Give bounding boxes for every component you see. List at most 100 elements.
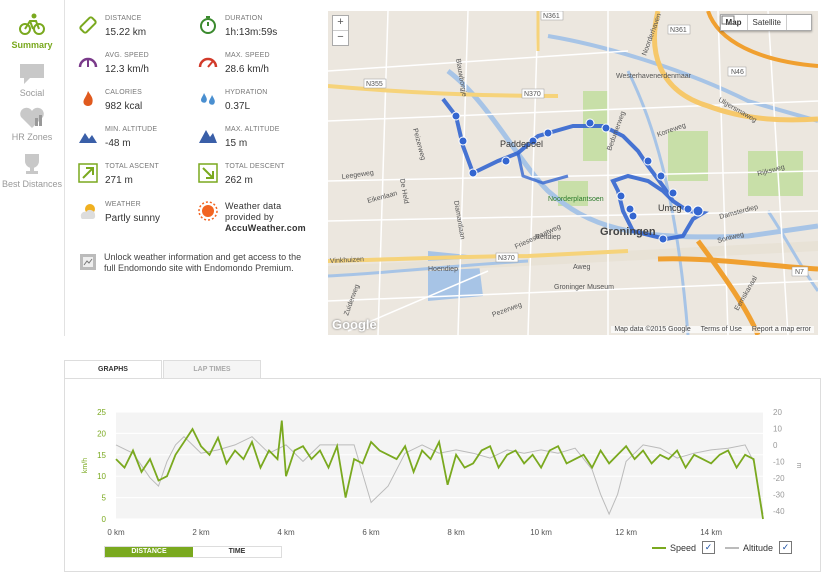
tab-graphs[interactable]: GRAPHS bbox=[64, 360, 162, 379]
water-drops-icon bbox=[201, 93, 215, 105]
y2-tick-label: 0 bbox=[773, 441, 778, 450]
y-tick-label: 25 bbox=[97, 408, 106, 417]
stat-value: 1h:13m:59s bbox=[225, 27, 278, 38]
ruler-icon bbox=[79, 16, 97, 34]
premium-note-text: Unlock weather information and get acces… bbox=[104, 252, 302, 273]
stat-label: WEATHER bbox=[105, 201, 141, 208]
bike-icon bbox=[19, 13, 45, 35]
stat-duration: DURATION 1h:13m:59s bbox=[198, 12, 316, 46]
x-tick-label: 14 km bbox=[700, 528, 722, 537]
x-tick-label: 0 km bbox=[107, 528, 125, 537]
satellite-button[interactable]: Satellite bbox=[748, 15, 787, 30]
map-label: Groningen bbox=[600, 226, 656, 238]
map-label: De Held bbox=[398, 178, 409, 204]
premium-icon bbox=[80, 254, 96, 270]
stat-value: 15.22 km bbox=[105, 27, 147, 38]
nav-item-summary[interactable]: Summary bbox=[0, 12, 64, 50]
zoom-in-button[interactable]: + bbox=[333, 16, 348, 31]
map-label: N46 bbox=[731, 69, 744, 76]
map-label: Hoendiep bbox=[428, 266, 458, 273]
map-label: N370 bbox=[524, 91, 541, 98]
y2-tick-label: -10 bbox=[773, 457, 785, 466]
y2-tick-label: -20 bbox=[773, 474, 785, 483]
y2-tick-label: 20 bbox=[773, 408, 782, 417]
x-tick-label: 4 km bbox=[277, 528, 295, 537]
map-label: N361 bbox=[670, 27, 687, 34]
accuweather-link[interactable]: AccuWeather.com bbox=[225, 223, 306, 233]
y-tick-label: 0 bbox=[102, 515, 107, 524]
speedometer-icon bbox=[78, 57, 98, 68]
stat-total-ascent: TOTAL ASCENT 271 m bbox=[78, 160, 196, 194]
trophy-icon bbox=[25, 154, 39, 174]
stat-label: AVG. SPEED bbox=[105, 52, 149, 59]
y2-tick-label: -40 bbox=[773, 507, 785, 516]
stat-value: -48 m bbox=[105, 138, 131, 149]
stat-distance: DISTANCE 15.22 km bbox=[78, 12, 196, 46]
map-label: N361 bbox=[543, 13, 560, 20]
zoom-out-button[interactable]: − bbox=[337, 31, 344, 43]
terms-link[interactable]: Terms of Use bbox=[700, 326, 742, 333]
weather-provider: Weather data provided by AccuWeather.com bbox=[198, 198, 316, 242]
stat-label: TOTAL DESCENT bbox=[225, 163, 285, 170]
series-speed-line bbox=[115, 420, 764, 520]
map-label: Umcg bbox=[658, 203, 682, 213]
stat-max-altitude: MAX. ALTITUDE 15 m bbox=[198, 123, 316, 157]
map-label: Paddepoel bbox=[500, 139, 543, 149]
arrow-up-right-icon bbox=[78, 163, 98, 183]
left-nav: Summary Social HR Zones Best Distances bbox=[0, 0, 65, 336]
stat-label: MIN. ALTITUDE bbox=[105, 126, 158, 133]
stat-label: MAX. SPEED bbox=[225, 52, 270, 59]
route-map[interactable]: N361 N361 Noorderhaven Westerhavenerdenm… bbox=[328, 11, 818, 335]
accuweather-sun-icon bbox=[198, 201, 218, 221]
stat-value: 28.6 km/h bbox=[225, 64, 269, 75]
stopwatch-icon bbox=[200, 16, 216, 34]
legend-swatch-speed bbox=[651, 546, 666, 549]
x-tick-label: 12 km bbox=[615, 528, 637, 537]
stat-label: DURATION bbox=[225, 15, 263, 22]
y-tick-label: 15 bbox=[97, 451, 106, 460]
map-label: N370 bbox=[498, 255, 515, 262]
tab-lap-times[interactable]: LAP TIMES bbox=[163, 360, 261, 379]
y-tick-label: 10 bbox=[97, 472, 106, 481]
x-tick-label: 10 km bbox=[530, 528, 552, 537]
stat-value: 982 kcal bbox=[105, 101, 143, 112]
fullscreen-button[interactable] bbox=[721, 15, 811, 30]
nav-label: Social bbox=[19, 88, 45, 98]
fullscreen-icon bbox=[721, 15, 735, 25]
map-label: N355 bbox=[366, 81, 383, 88]
heart-rate-icon bbox=[20, 107, 44, 128]
altitude-checkbox[interactable]: ✓ bbox=[779, 541, 792, 554]
partly-sunny-icon bbox=[80, 204, 96, 219]
nav-item-social[interactable]: Social bbox=[0, 62, 64, 98]
map-label: Vinkhuizen bbox=[330, 256, 365, 265]
toggle-time[interactable]: TIME bbox=[193, 547, 281, 557]
y-axis-label: km/h bbox=[82, 458, 89, 473]
stat-avg-speed: AVG. SPEED 12.3 km/h bbox=[78, 49, 196, 83]
y-tick-label: 20 bbox=[97, 429, 106, 438]
x-tick-label: 6 km bbox=[362, 528, 380, 537]
google-logo: Google bbox=[332, 317, 377, 332]
x-axis-toggle: DISTANCE TIME bbox=[104, 546, 282, 558]
stat-value: 271 m bbox=[105, 175, 133, 186]
map-label: Pezerweg bbox=[491, 302, 523, 319]
nav-item-hr-zones[interactable]: HR Zones bbox=[0, 106, 64, 142]
flame-icon bbox=[83, 91, 93, 106]
stat-label: CALORIES bbox=[105, 89, 142, 96]
y2-tick-label: -30 bbox=[773, 490, 785, 499]
speech-bubble-icon bbox=[20, 64, 44, 84]
stat-min-altitude: MIN. ALTITUDE -48 m bbox=[78, 123, 196, 157]
y2-tick-label: 10 bbox=[773, 424, 782, 433]
stat-total-descent: TOTAL DESCENT 262 m bbox=[198, 160, 316, 194]
stat-label: MAX. ALTITUDE bbox=[225, 126, 280, 133]
nav-label: Summary bbox=[11, 40, 53, 50]
toggle-distance[interactable]: DISTANCE bbox=[105, 547, 193, 557]
nav-item-best-distances[interactable]: Best Distances bbox=[0, 152, 64, 190]
x-tick-label: 8 km bbox=[447, 528, 465, 537]
legend-label-speed: Speed bbox=[669, 542, 696, 553]
graph-panel: 0 km 2 km 4 km 6 km 8 km 10 km 12 km 14 km 0 5 10… bbox=[64, 378, 821, 572]
report-error-link[interactable]: Report a map error bbox=[751, 326, 811, 333]
speed-checkbox[interactable]: ✓ bbox=[701, 541, 715, 554]
map-footer: Map data ©2015 Google Terms of Use Repor… bbox=[611, 326, 814, 333]
legend-label-altitude: Altitude bbox=[742, 542, 773, 553]
stat-weather: WEATHER Partly sunny bbox=[78, 198, 196, 232]
